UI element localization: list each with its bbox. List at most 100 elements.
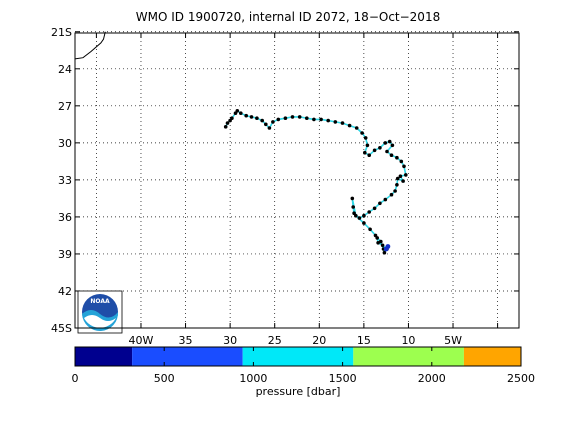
- track-point: [401, 179, 405, 183]
- colorbar-label: pressure [dbar]: [255, 385, 341, 398]
- track-line: [224, 109, 407, 255]
- colorbar-tick-label: 0: [72, 372, 79, 385]
- track-point: [376, 241, 380, 245]
- colorbar-bin: [353, 347, 464, 366]
- track-point: [402, 164, 406, 169]
- track-point: [372, 206, 377, 211]
- lat-label: 45S: [51, 322, 72, 335]
- track-point: [360, 131, 364, 135]
- lon-label: 25: [268, 334, 282, 345]
- track-point: [255, 116, 259, 120]
- lat-label: 27: [58, 100, 72, 113]
- track-point: [365, 143, 370, 148]
- track-point: [368, 227, 372, 232]
- track-point: [290, 115, 295, 119]
- map-grid: [75, 31, 519, 329]
- track-point: [378, 201, 382, 206]
- lat-label: 33: [58, 174, 72, 187]
- colorbar-bin: [242, 347, 354, 366]
- track-point: [223, 125, 228, 129]
- colorbar-tick-label: 500: [154, 372, 175, 385]
- track-point: [362, 221, 366, 225]
- noaa-logo-icon: NOAA: [77, 290, 123, 334]
- track-point: [297, 115, 302, 119]
- track-point: [326, 118, 331, 123]
- coastline-path: [74, 31, 106, 60]
- track-point: [244, 113, 248, 118]
- lon-label: 5W: [444, 334, 462, 345]
- track-point: [264, 122, 268, 127]
- lon-label: 15: [357, 334, 371, 345]
- track-point: [395, 183, 399, 187]
- lat-label: 30: [58, 137, 72, 150]
- longitude-labels: 40W 35 30 25 20 15 10 5W: [129, 334, 463, 345]
- track-point: [385, 149, 389, 154]
- track-point: [267, 126, 272, 130]
- track-point: [249, 115, 254, 119]
- lat-label: 36: [58, 211, 72, 224]
- track-point: [239, 111, 243, 115]
- lon-label: 40W: [129, 334, 154, 345]
- colorbar-frame: [74, 346, 522, 367]
- track-point: [380, 243, 385, 248]
- track-point: [383, 141, 388, 145]
- track-point: [319, 117, 323, 122]
- track-point: [378, 146, 382, 150]
- colorbar-ticks: 0 500 1000 1500 2000 2500: [72, 347, 535, 385]
- track-point: [398, 174, 403, 178]
- track-point: [389, 153, 394, 157]
- plot-title: WMO ID 1900720, internal ID 2072, 18−Oct…: [135, 10, 441, 24]
- colorbar-tick-label: 2000: [418, 372, 446, 385]
- colorbar-bin: [132, 347, 243, 366]
- map-frame: [74, 32, 520, 329]
- track-point: [395, 176, 400, 181]
- track-point: [399, 159, 404, 164]
- track-point: [347, 123, 352, 128]
- track-point: [312, 117, 316, 122]
- track-point: [389, 192, 394, 197]
- track-point: [362, 213, 366, 218]
- track-point: [363, 150, 367, 155]
- track-point: [383, 197, 388, 202]
- track-point: [235, 109, 240, 113]
- track-point: [271, 120, 275, 124]
- track-point: [367, 153, 372, 157]
- float-track: [224, 109, 407, 255]
- deep-profile-point: [383, 246, 389, 252]
- track-point: [276, 117, 281, 122]
- lon-label: 20: [312, 334, 326, 345]
- colorbar-tick-label: 1500: [329, 372, 357, 385]
- track-point: [372, 148, 377, 153]
- track-point: [260, 118, 265, 123]
- track-point: [351, 205, 356, 209]
- track-point: [283, 116, 288, 120]
- track-point: [379, 239, 383, 244]
- track-point: [333, 120, 338, 124]
- colorbar-tick-label: 1000: [239, 372, 267, 385]
- track-point: [357, 216, 362, 220]
- lat-label: 24: [58, 63, 72, 76]
- colorbar-tick-label: 2500: [507, 372, 535, 385]
- track-point: [350, 196, 355, 201]
- logo-text: NOAA: [90, 298, 110, 305]
- track-point: [390, 143, 395, 148]
- track-point: [387, 139, 392, 144]
- track-points: [223, 109, 408, 255]
- lat-label: 21S: [51, 26, 72, 39]
- track-point: [354, 126, 359, 130]
- lon-label: 35: [179, 334, 193, 345]
- track-point: [393, 189, 397, 193]
- lon-label: 30: [223, 334, 237, 345]
- track-point: [382, 250, 387, 255]
- track-point: [230, 116, 234, 120]
- track-point: [340, 121, 345, 125]
- track-point: [225, 121, 230, 125]
- coastline: [74, 31, 106, 60]
- colorbar-bin: [463, 347, 521, 366]
- track-point: [395, 155, 399, 160]
- track-point: [375, 236, 380, 240]
- latitude-labels: 21S 24 27 30 33 36 39 42 45S: [51, 26, 72, 335]
- map-plot: NOAA 21S 24 27 30 33 36 39 42 45S 40W 35 30 25 20 15 1…: [51, 26, 520, 345]
- track-point: [354, 213, 358, 218]
- lat-label: 39: [58, 248, 72, 261]
